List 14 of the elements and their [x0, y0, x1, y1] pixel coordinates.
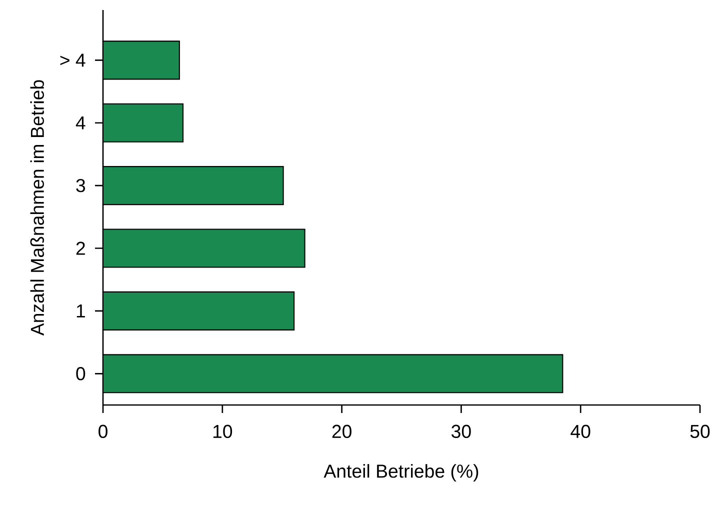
x-tick-label: 20	[332, 424, 352, 438]
y-tick-label: > 4	[60, 54, 86, 67]
y-tick-label: 2	[76, 242, 85, 255]
x-tick-label: 0	[98, 424, 108, 438]
y-tick-label: 1	[76, 304, 85, 318]
x-tick-label: 30	[452, 424, 471, 438]
x-axis-title: Anteil Betriebe (%)	[324, 464, 478, 482]
y-tick-label: 4	[76, 116, 86, 130]
y-tick-label: 3	[76, 178, 86, 192]
y-tick-label: 0	[76, 367, 86, 380]
x-tick-label: 40	[570, 424, 590, 438]
x-tick-label: 50	[690, 424, 710, 438]
x-tick-label: 10	[213, 424, 232, 438]
y-axis-title: Anzahl Maßnahmen im Betrieb	[30, 80, 44, 336]
